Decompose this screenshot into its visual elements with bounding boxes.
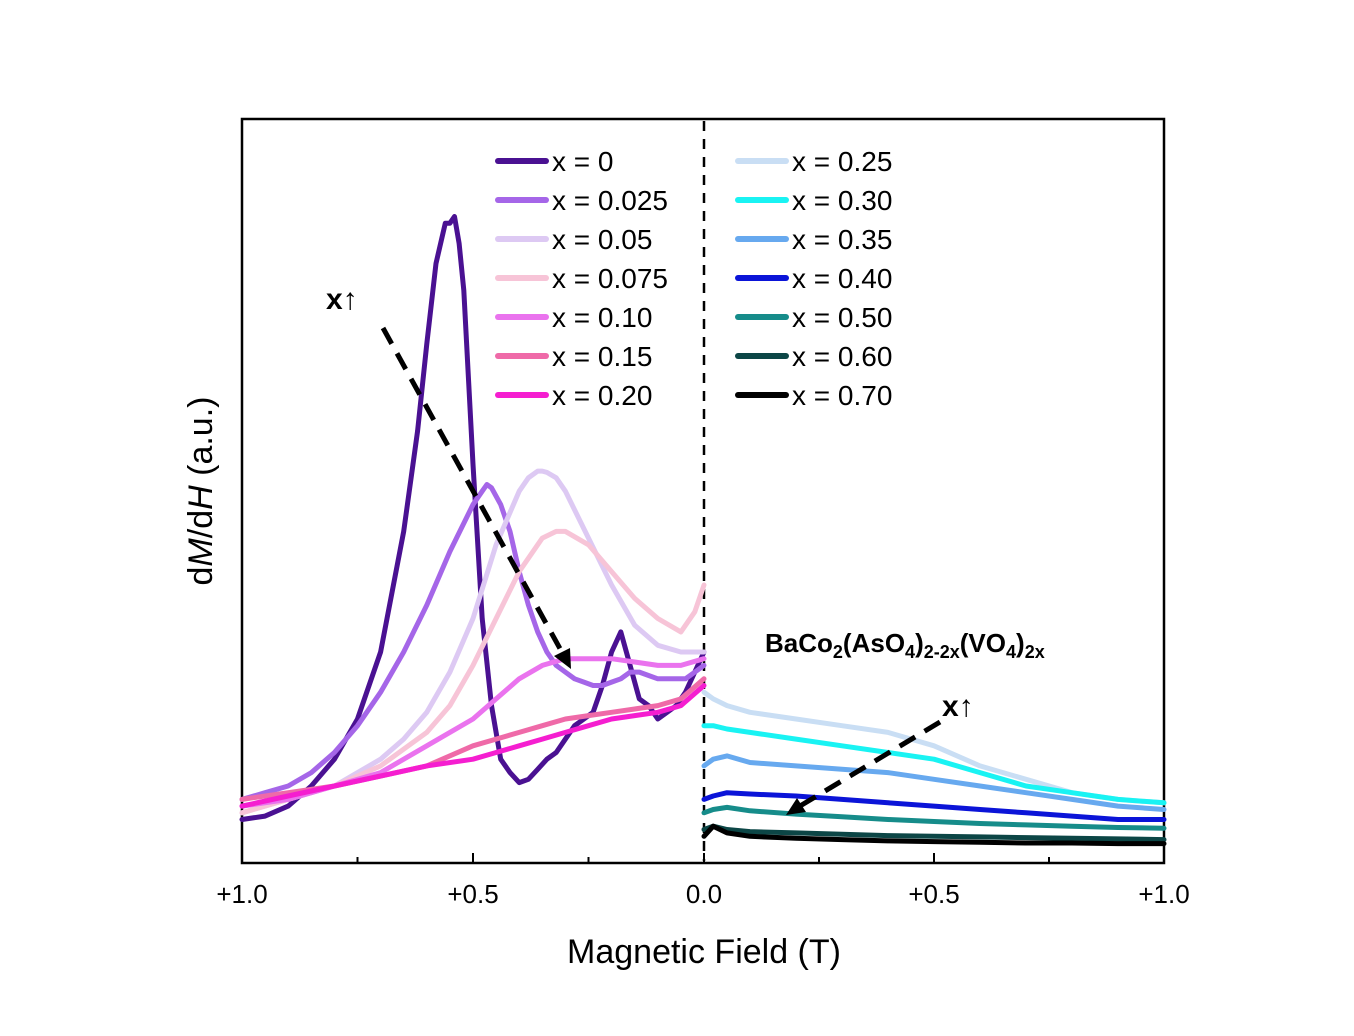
legend-label: x = 0.05 — [552, 224, 652, 255]
legend-label: x = 0.10 — [552, 302, 652, 333]
series-line-9 — [701, 753, 1167, 812]
x-axis-title: Magnetic Field (T) — [567, 933, 841, 971]
legend-label: x = 0.025 — [552, 185, 668, 216]
legend-label: x = 0.60 — [792, 341, 892, 372]
tick-layer — [241, 853, 1165, 863]
trend-arrow-right — [798, 719, 942, 809]
legend-label: x = 0.15 — [552, 341, 652, 372]
series-line-1 — [239, 482, 707, 802]
series-line-13 — [701, 823, 1167, 847]
legend-label: x = 0.075 — [552, 263, 668, 294]
legend-label: x = 0.35 — [792, 224, 892, 255]
series-line-11 — [701, 804, 1167, 831]
trend-arrow-left — [380, 326, 566, 656]
series-line-6 — [239, 683, 707, 809]
series-line-12 — [701, 823, 1167, 843]
legend: x = 0 x = 0.025 x = 0.05 x = 0.075 x = 0.10 x… — [495, 146, 892, 411]
y-axis-title: dM/dH (a.u.) — [182, 397, 220, 586]
legend-label: x = 0.70 — [792, 380, 892, 411]
trend-label-left: x↑ — [326, 283, 358, 316]
x-tick-label: +1.0 — [216, 879, 267, 909]
series-line-0 — [239, 214, 707, 822]
trend-arrowhead-right — [786, 798, 806, 815]
legend-label: x = 0.50 — [792, 302, 892, 333]
x-tick-label: +0.5 — [908, 879, 959, 909]
legend-label: x = 0 — [552, 146, 613, 177]
trend-arrowhead-left — [554, 648, 571, 669]
series-line-5 — [239, 676, 707, 802]
x-tick-labels: +1.0 +0.5 0.0 +0.5 +1.0 — [216, 879, 1189, 909]
compound-formula: BaCo2(AsO4)2-2x(VO4)2x — [765, 628, 1045, 662]
series-layer — [239, 214, 1167, 847]
legend-label: x = 0.30 — [792, 185, 892, 216]
series-line-3 — [239, 528, 707, 816]
series-line-10 — [701, 790, 1167, 822]
legend-label: x = 0.40 — [792, 263, 892, 294]
legend-label: x = 0.25 — [792, 146, 892, 177]
series-line-7 — [701, 689, 1167, 806]
trend-label-right: x↑ — [942, 690, 974, 723]
x-tick-label: +0.5 — [447, 879, 498, 909]
series-line-2 — [239, 468, 707, 816]
x-tick-label: +1.0 — [1138, 879, 1189, 909]
x-tick-label: 0.0 — [686, 879, 722, 909]
legend-label: x = 0.20 — [552, 380, 652, 411]
